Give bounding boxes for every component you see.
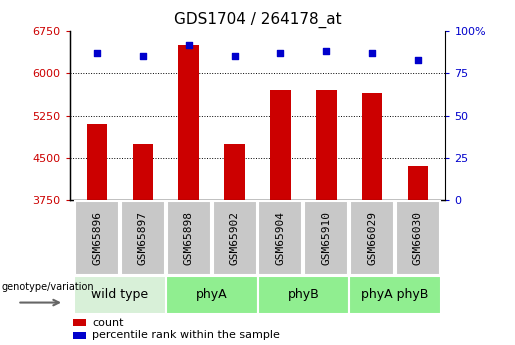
Text: genotype/variation: genotype/variation <box>2 282 94 292</box>
Bar <box>73 332 87 339</box>
Bar <box>258 276 349 314</box>
Bar <box>74 276 166 314</box>
Text: count: count <box>92 318 124 328</box>
Bar <box>270 90 291 200</box>
Bar <box>166 276 258 314</box>
Text: GSM65904: GSM65904 <box>276 211 285 265</box>
Text: GSM65902: GSM65902 <box>230 211 239 265</box>
Bar <box>224 144 245 200</box>
Text: GSM65896: GSM65896 <box>92 211 102 265</box>
Text: percentile rank within the sample: percentile rank within the sample <box>92 331 280 341</box>
Bar <box>408 166 428 200</box>
Bar <box>167 201 211 275</box>
Bar <box>213 201 256 275</box>
Text: wild type: wild type <box>91 288 148 302</box>
Point <box>139 54 147 59</box>
Point <box>93 50 101 56</box>
Bar <box>121 201 165 275</box>
Bar <box>350 201 394 275</box>
Point <box>414 57 422 62</box>
Bar <box>349 276 441 314</box>
Point <box>322 49 331 54</box>
Point <box>230 54 238 59</box>
Point <box>184 42 193 47</box>
Text: GSM65898: GSM65898 <box>184 211 194 265</box>
Bar <box>178 45 199 200</box>
Bar <box>396 201 440 275</box>
Bar <box>304 201 348 275</box>
Text: GSM65897: GSM65897 <box>138 211 148 265</box>
Text: GSM66030: GSM66030 <box>413 211 423 265</box>
Point <box>368 50 376 56</box>
Text: GSM65910: GSM65910 <box>321 211 331 265</box>
Bar <box>73 319 87 326</box>
Text: phyA phyB: phyA phyB <box>362 288 428 302</box>
Text: phyB: phyB <box>287 288 319 302</box>
Text: GSM66029: GSM66029 <box>367 211 377 265</box>
Bar <box>316 90 337 200</box>
Bar <box>132 144 153 200</box>
Title: GDS1704 / 264178_at: GDS1704 / 264178_at <box>174 12 341 28</box>
Bar <box>362 93 383 200</box>
Bar <box>75 201 119 275</box>
Text: phyA: phyA <box>196 288 228 302</box>
Bar <box>259 201 302 275</box>
Point <box>277 50 285 56</box>
Bar <box>87 124 107 200</box>
